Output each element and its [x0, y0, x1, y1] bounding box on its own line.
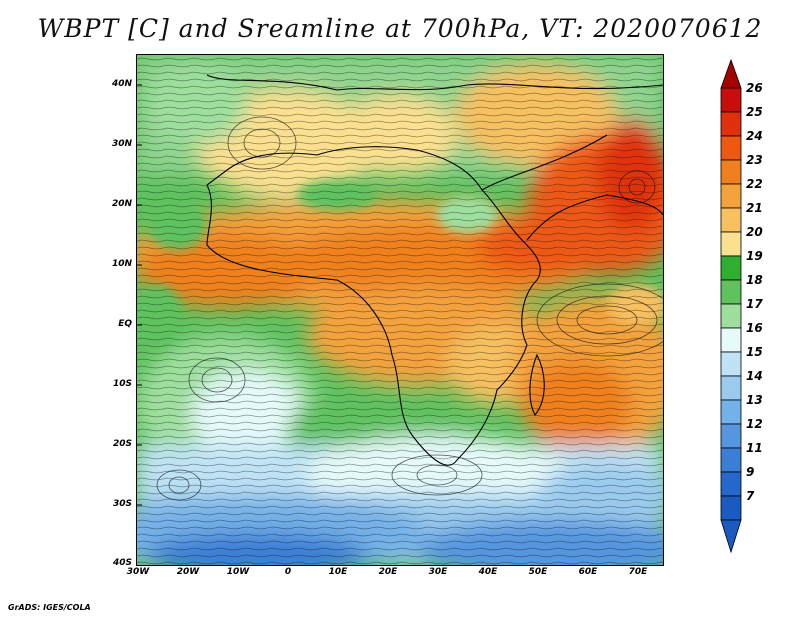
lat-label-30s: 30S [112, 499, 132, 509]
coastlines [206, 74, 663, 466]
colorbar-label: 15 [746, 345, 763, 359]
lat-label-20n: 20N [111, 199, 132, 209]
lat-label-eq: EQ [118, 319, 132, 329]
lat-label-30n: 30N [111, 139, 132, 149]
lon-label-70e: 70E [628, 567, 648, 577]
lon-label-30w: 30W [126, 567, 150, 577]
colorbar-label: 26 [746, 81, 763, 95]
colorbar-label: 21 [746, 201, 763, 215]
lon-label-0: 0 [284, 567, 292, 577]
colorbar-label: 25 [746, 105, 763, 119]
map-ticks [137, 84, 142, 506]
lat-label-10n: 10N [111, 259, 132, 269]
lon-label-40e: 40E [478, 567, 498, 577]
colorbar-bottom-arrow [720, 519, 742, 554]
colorbar-label: 17 [746, 297, 763, 311]
grads-credit: GrADS: IGES/COLA [8, 603, 91, 612]
colorbar-label: 13 [746, 393, 763, 407]
lon-label-10e: 10E [328, 567, 348, 577]
lon-label-10w: 10W [226, 567, 250, 577]
colorbar-label: 23 [746, 153, 763, 167]
map-title: WBPT [C] and Sreamline at 700hPa, VT: 20… [37, 14, 763, 43]
colorbar-label: 7 [746, 489, 755, 503]
colorbar-label: 18 [746, 273, 763, 287]
lon-label-20e: 20E [378, 567, 398, 577]
lat-label-10s: 10S [112, 379, 132, 389]
wbpt-field-map [137, 55, 663, 565]
colorbar-label: 20 [746, 225, 763, 239]
lon-label-20w: 20W [176, 567, 200, 577]
colorbar-top-arrow [720, 58, 742, 89]
map-panel [136, 54, 664, 566]
lon-label-30e: 30E [428, 567, 448, 577]
colorbar-label: 24 [746, 129, 763, 143]
colorbar-label: 16 [746, 321, 763, 335]
lat-label-40n: 40N [111, 79, 132, 89]
lat-label-20s: 20S [112, 439, 132, 449]
lon-label-60e: 60E [578, 567, 598, 577]
lat-label-40s: 40S [112, 558, 132, 568]
colorbar-label: 14 [746, 369, 763, 383]
colorbar-label: 12 [746, 417, 763, 431]
colorbar-label: 9 [746, 465, 755, 479]
colorbar-label: 22 [746, 177, 763, 191]
lon-label-50e: 50E [528, 567, 548, 577]
colorbar-label: 19 [746, 249, 763, 263]
streamline-vortices [156, 116, 663, 501]
colorbar-label: 11 [746, 441, 763, 455]
colorbar [720, 58, 742, 554]
